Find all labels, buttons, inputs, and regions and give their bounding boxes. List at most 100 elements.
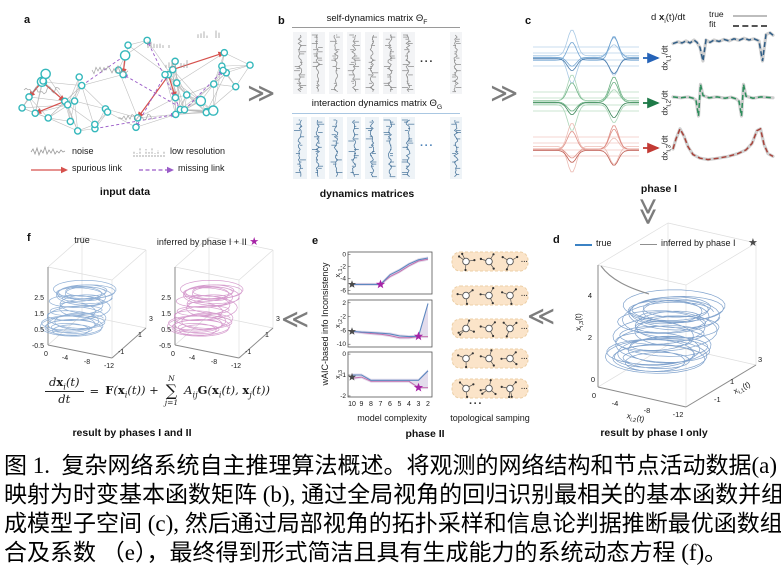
panel-label-d: d [553, 234, 560, 246]
flow-arrow-e-to-f: ≪ [281, 304, 310, 335]
tick-label: 4 [588, 291, 592, 300]
panel-f-final-result: 2.5 1.5 0.5 -0.5 0 -4 -8 -12 3 1 -1 2.5 1.5 0.5 -0.5 0-… [10, 222, 300, 448]
line-shape [176, 52, 225, 84]
path-shape [671, 31, 775, 63]
circle-shape [479, 325, 482, 328]
panel-e-phase-2: 0 -2 -4 -6 xi,1 2 -2 -6 -10 xi,2 0 -1 -2 xi,3 10 9 8 7 6 5 4… [305, 222, 545, 448]
circle-shape [459, 333, 462, 336]
line-shape [597, 386, 687, 408]
path-shape [297, 34, 303, 93]
tick-label: 3 [417, 401, 421, 408]
axis-label: xi,3 [335, 370, 344, 379]
matrix2-ellipsis: ··· [420, 140, 434, 152]
circle-shape [461, 252, 464, 255]
tick-label: 10 [348, 401, 356, 408]
line-shape [74, 101, 78, 131]
tick-label: 7 [379, 401, 383, 408]
line-shape [685, 242, 757, 286]
rect-shape [365, 117, 379, 179]
subplot-frame [347, 299, 433, 348]
matrix1-ellipsis: ··· [420, 56, 434, 68]
line-shape [172, 69, 202, 102]
panel-d-caption: result by phase I only [600, 427, 708, 439]
line-shape [238, 249, 274, 281]
motif-node [485, 354, 493, 363]
self-dynamics-term: F(xi(t)) + [105, 383, 159, 399]
phase2-charts: 0 -2 -4 -6 xi,1 2 -2 -6 -10 xi,2 0 -1 -2 xi,3 10 9 8 7 6 5 4… [335, 251, 529, 408]
path-shape [453, 120, 459, 177]
line-shape [67, 85, 82, 106]
tick-label: -8 [644, 406, 651, 415]
line-shape [111, 327, 147, 359]
subplot-frame [347, 251, 433, 295]
tick-label: 0 [171, 351, 175, 358]
circle-shape [473, 259, 476, 262]
noise-icon [30, 145, 66, 157]
rect-shape [329, 32, 343, 94]
circle-shape [471, 289, 474, 292]
tick-label: 1.5 [34, 311, 44, 318]
circle-shape [494, 392, 497, 396]
path-shape [23, 86, 61, 95]
path-shape [672, 127, 774, 161]
true-line-sample [575, 244, 592, 246]
tick-label: 5 [398, 401, 402, 408]
star-marker [348, 372, 356, 381]
path-shape [297, 119, 303, 177]
row-label-dx2: dxi,2/dt [660, 91, 673, 116]
tick-label: -2 [340, 314, 346, 321]
network-node [31, 109, 40, 118]
network-node [103, 108, 112, 116]
motif-node [506, 324, 514, 333]
motif-node [485, 384, 493, 393]
path-shape [369, 119, 375, 177]
path-shape [533, 37, 639, 67]
interaction-term: AijG(xi(t), xj(t)) [184, 383, 270, 399]
axis-label: xi,1(t) [732, 380, 753, 398]
tick-label: 0 [342, 351, 346, 358]
circle-shape [468, 319, 471, 322]
low-resolution-icon [133, 148, 165, 157]
panel-label-e: e [312, 235, 319, 247]
circle-shape [465, 302, 469, 305]
line-shape [47, 236, 83, 268]
panel-e-caption: phase II [405, 428, 445, 440]
eq-x: x [56, 375, 64, 389]
rect-shape [347, 32, 361, 94]
path-shape [533, 102, 639, 118]
tick-label: 2 [342, 300, 346, 307]
line-shape [67, 104, 78, 132]
path-shape [533, 57, 639, 84]
frac-numerator: dxi(t) [45, 375, 84, 393]
sum-lower: j=1 [164, 397, 179, 407]
eq-x: x [242, 382, 250, 397]
legend-inferred-label: inferred by phase I [661, 238, 736, 248]
eq-G: G [197, 382, 208, 397]
tick-label: -1 [118, 349, 124, 356]
tick-label: 0 [342, 251, 346, 258]
path-shape [333, 34, 339, 93]
axis-label: xi,1 [335, 268, 344, 277]
eq-t: (t), [221, 382, 239, 397]
path-shape [533, 76, 639, 102]
motif-node [485, 291, 493, 300]
panel-label-b: b [278, 15, 285, 27]
tick-label: 0.5 [161, 327, 171, 334]
lbl-post: /dt [659, 45, 670, 56]
motif-node [462, 354, 470, 363]
axis-label: xi,2 [335, 319, 344, 328]
line-shape [111, 249, 147, 281]
path-shape [671, 127, 775, 162]
circle-shape [508, 395, 511, 399]
circle-shape [479, 355, 482, 358]
path-shape [387, 34, 393, 92]
network-node [66, 117, 75, 126]
line-shape [175, 112, 207, 115]
line-shape [208, 314, 274, 329]
tick-label: 0 [591, 375, 595, 384]
circle-shape [515, 363, 518, 366]
flow-arrow-a-to-b: ≫ [247, 78, 276, 109]
tick-label: ··· [521, 356, 528, 363]
path-shape [40, 279, 117, 337]
phase1-3d-plot: 4 2 0 0 -4 -8 -12 3 1 -1 xi,3(t) xi,2(t) xi,1(t) [574, 222, 762, 426]
